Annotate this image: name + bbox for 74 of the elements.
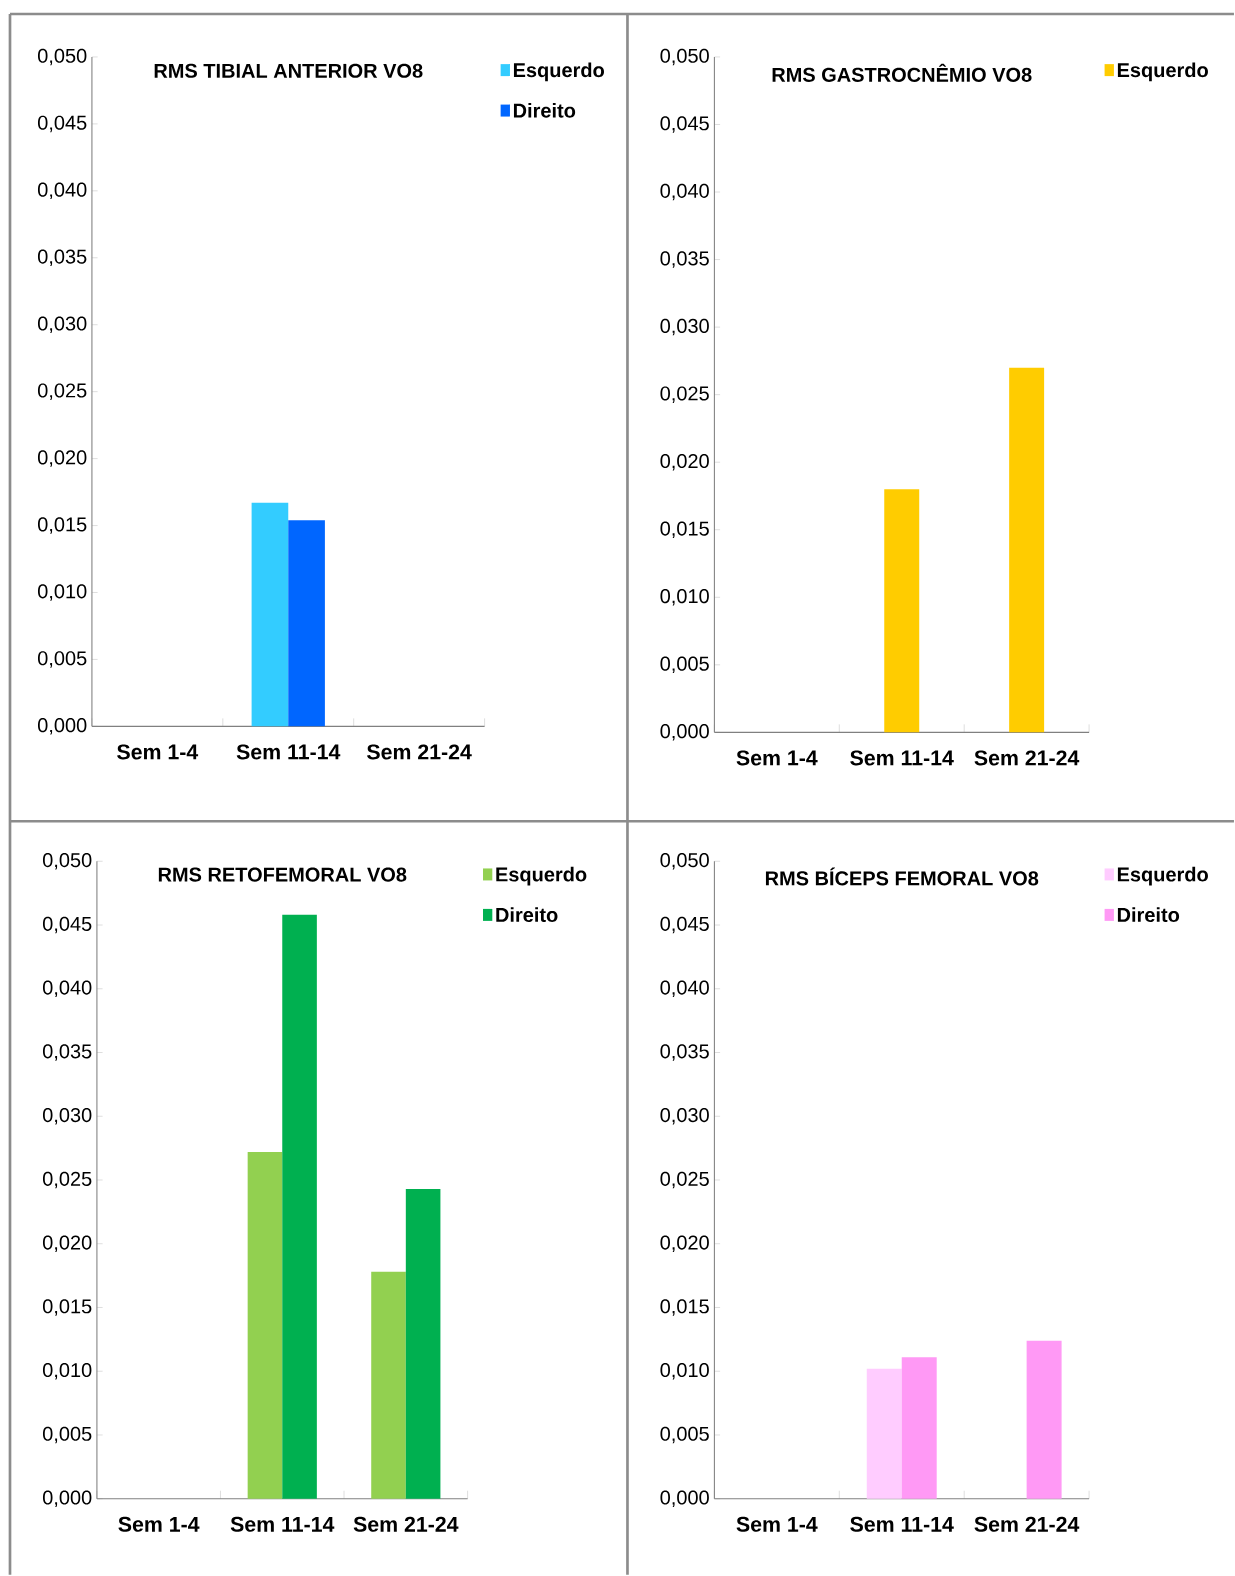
y-tick-label: 0,015 — [42, 1299, 92, 1316]
x-tick-label: Sem 11-14 — [236, 744, 341, 760]
bar — [901, 1357, 937, 1499]
y-tick-label: 0,005 — [660, 1426, 709, 1444]
y-tick-label: 0,030 — [660, 318, 709, 336]
y-tick-label: 0,010 — [660, 589, 709, 606]
y-tick-label: 0,015 — [660, 1299, 709, 1316]
y-tick-label: 0,045 — [660, 116, 709, 133]
y-tick-label: 0,040 — [42, 980, 92, 998]
y-tick-label: 0,000 — [42, 1490, 92, 1507]
legend-label: Esquerdo — [513, 62, 604, 82]
y-tick-label: 0,020 — [660, 1235, 709, 1252]
bar — [371, 1271, 406, 1499]
y-tick-label: 0,045 — [660, 916, 709, 934]
x-tick-label: Sem 1-4 — [736, 1516, 818, 1532]
y-tick-label: 0,050 — [660, 853, 709, 870]
y-tick-label: 0,045 — [37, 115, 87, 133]
y-tick-label: 0,035 — [37, 249, 87, 267]
bar — [405, 1188, 441, 1499]
y-tick-label: 0,030 — [37, 316, 87, 333]
legend-label: Esquerdo — [1117, 62, 1208, 82]
x-tick-label: Sem 21-24 — [974, 1516, 1080, 1532]
y-tick-label: 0,025 — [42, 1171, 92, 1189]
y-tick-label: 0,015 — [37, 517, 87, 534]
chart-title: RMS GASTROCNÊMIO VO8 — [772, 63, 1032, 82]
y-tick-label: 0,005 — [42, 1426, 92, 1444]
y-tick-label: 0,020 — [42, 1235, 92, 1252]
y-tick-label: 0,010 — [37, 584, 87, 601]
y-tick-label: 0,050 — [660, 48, 709, 66]
y-tick-label: 0,035 — [660, 1044, 709, 1061]
x-tick-label: Sem 11-14 — [850, 750, 954, 766]
y-tick-label: 0,000 — [37, 718, 87, 735]
x-tick-label: Sem 21-24 — [366, 744, 472, 760]
y-tick-label: 0,045 — [42, 916, 92, 934]
x-tick-label: Sem 21-24 — [353, 1516, 459, 1532]
bar — [282, 914, 317, 1499]
chart-title: RMS RETOFEMORAL VO8 — [158, 867, 407, 882]
legend-label: Esquerdo — [496, 866, 587, 886]
y-tick-label: 0,020 — [37, 450, 87, 467]
chart-title: RMS BÍCEPS FEMORAL VO8 — [765, 867, 1039, 886]
bar — [866, 1368, 902, 1499]
y-tick-label: 0,025 — [37, 383, 87, 400]
y-tick-label: 0,035 — [42, 1044, 92, 1061]
x-tick-label: Sem 21-24 — [974, 750, 1080, 766]
y-tick-label: 0,000 — [660, 724, 709, 741]
x-tick-label: Sem 1-4 — [736, 750, 818, 766]
y-tick-label: 0,025 — [660, 1171, 709, 1189]
x-tick-label: Sem 11-14 — [850, 1516, 954, 1532]
y-tick-label: 0,010 — [42, 1362, 92, 1380]
y-tick-label: 0,005 — [660, 656, 709, 674]
x-tick-label: Sem 1-4 — [118, 1516, 200, 1532]
y-tick-label: 0,040 — [660, 183, 709, 201]
y-tick-label: 0,010 — [660, 1362, 709, 1380]
legend-label: Direito — [513, 103, 575, 118]
bar — [1026, 1340, 1062, 1499]
y-tick-label: 0,005 — [37, 651, 87, 668]
chart-title: RMS TIBIAL ANTERIOR VO8 — [154, 63, 423, 78]
y-tick-label: 0,030 — [42, 1107, 92, 1125]
y-tick-label: 0,000 — [660, 1490, 709, 1507]
x-tick-label: Sem 1-4 — [116, 744, 198, 760]
y-tick-label: 0,015 — [660, 521, 709, 538]
bar — [247, 1151, 283, 1499]
y-tick-label: 0,020 — [660, 453, 709, 471]
y-tick-label: 0,040 — [37, 182, 87, 200]
x-tick-label: Sem 11-14 — [230, 1516, 335, 1532]
y-tick-label: 0,025 — [660, 386, 709, 403]
legend-label: Esquerdo — [1117, 866, 1208, 886]
legend-label: Direito — [1117, 907, 1179, 922]
y-tick-label: 0,030 — [660, 1107, 709, 1125]
y-tick-label: 0,050 — [37, 48, 87, 66]
y-tick-label: 0,035 — [660, 251, 709, 268]
legend-label: Direito — [496, 907, 558, 922]
y-tick-label: 0,040 — [660, 980, 709, 998]
y-tick-label: 0,050 — [42, 853, 92, 870]
